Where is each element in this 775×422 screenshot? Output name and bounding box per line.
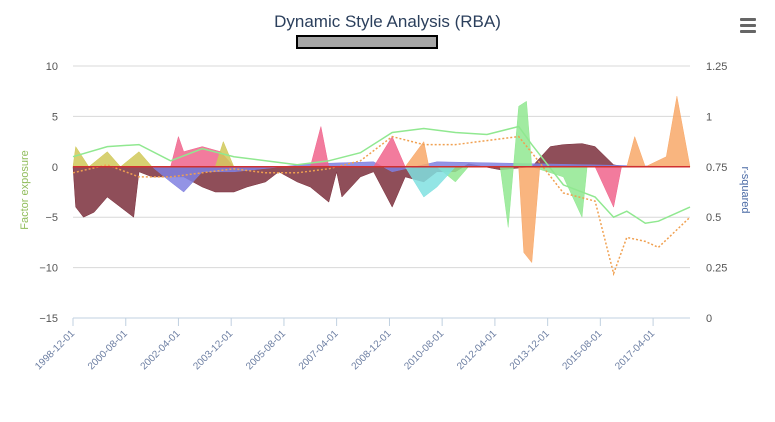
x-tick-label: 2003-12-01 <box>191 328 235 372</box>
series-area <box>73 100 690 228</box>
y-tick-label-right: 0.25 <box>706 263 727 275</box>
chart-title: Dynamic Style Analysis (RBA) <box>274 12 501 31</box>
redacted-subtitle <box>296 35 438 49</box>
series-area <box>72 143 690 218</box>
y-tick-label-left: 0 <box>52 162 58 174</box>
x-tick-label: 2007-04-01 <box>297 328 341 372</box>
y-tick-label-right: 0 <box>706 313 712 325</box>
rsquared-line <box>72 135 691 277</box>
rsquared-line <box>72 125 691 224</box>
y-tick-label-left: −10 <box>39 263 58 275</box>
x-tick-label: 2015-08-01 <box>561 328 605 372</box>
x-tick-label: 2000-08-01 <box>86 328 130 372</box>
y-axis-title-right: r-squared <box>739 166 751 213</box>
series-areas <box>72 96 691 264</box>
grid-lines <box>73 65 690 319</box>
y-axis-title-left: Factor exposure <box>19 150 31 229</box>
y-tick-label-right: 1.25 <box>706 61 727 73</box>
y-tick-label-right: 1 <box>706 111 712 123</box>
y-axis-left: 10 5 0 −5 −10 −15 <box>39 61 58 325</box>
x-tick-label: 2002-04-01 <box>139 328 183 372</box>
x-tick-label: 1998-12-01 <box>33 328 77 372</box>
x-tick-label: 2012-04-01 <box>455 328 499 372</box>
x-tick-label: 2008-12-01 <box>350 328 394 372</box>
rsquared-lines <box>72 125 691 277</box>
x-axis: 1998-12-01 2000-08-01 2002-04-01 2003-12-01… <box>33 317 690 372</box>
hamburger-icon[interactable] <box>740 18 756 34</box>
y-tick-label-right: 0.75 <box>706 162 727 174</box>
y-tick-label-left: −5 <box>45 212 58 224</box>
y-tick-label-left: −15 <box>39 313 58 325</box>
y-tick-label-right: 0.5 <box>706 212 721 224</box>
y-tick-label-left: 10 <box>46 61 58 73</box>
y-axis-right: 1.25 1 0.75 0.5 0.25 0 <box>706 61 727 325</box>
x-tick-label: 2013-12-01 <box>508 328 552 372</box>
x-tick-label: 2017-04-01 <box>613 328 657 372</box>
x-tick-label: 2010-08-01 <box>402 328 446 372</box>
y-tick-label-left: 5 <box>52 111 58 123</box>
x-tick-label: 2005-08-01 <box>244 328 288 372</box>
